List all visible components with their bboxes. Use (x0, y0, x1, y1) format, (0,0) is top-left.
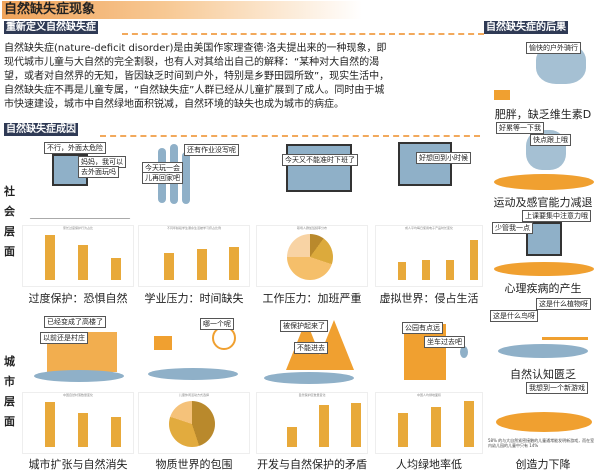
scene-protection-conflict: 被保护起来了 不能进去 (254, 310, 368, 390)
scene-obesity: 愉快的户外骑行 (486, 36, 600, 106)
caption-virtual-world: 虚拟世界：侵占生活 (379, 292, 479, 305)
speech-bubble: 愉快的户外骑行 (526, 42, 581, 54)
caption-nature-cognition: 自然认知匮乏 (510, 368, 576, 381)
intro-line: 市快速建设，城市中自然绿地面积锐减，自然环境的缺失也成为城市的病症。 (4, 99, 344, 110)
speech-bubble: 我想到一个新游戏 (526, 382, 588, 394)
chart-urban-expansion: 中国自然村落数量变化 (22, 392, 134, 454)
chart-overtime-pie: 职场人群加班频率分布 (256, 225, 368, 287)
intro-paragraph: 自然缺失症(nature-deficit disorder)是由美国作家理查德·… (4, 42, 482, 112)
speech-bubble: 不能进去 (294, 342, 328, 354)
scene-creativity: 我想到一个新游戏 (486, 382, 600, 436)
speech-bubble: 不行，外面太危险 (44, 142, 106, 154)
scene-overtime: 今天又不能准时下班了 (252, 138, 370, 223)
caption-obesity: 肥胖，缺乏维生素D (494, 108, 592, 121)
caption-material-world: 物质世界的包围 (155, 458, 233, 471)
speech-bubble: 去外面玩吗 (78, 166, 119, 178)
chart-green-space: 中国人均绿地面积 (375, 392, 483, 454)
scene-material-world: 哪一个呢 (138, 310, 250, 390)
speech-bubble: 少管我一点 (492, 222, 533, 234)
side-label-social: 社会层面 (4, 185, 15, 258)
chart-protection-conflict: 自然保护区数量变化 (256, 392, 368, 454)
speech-bubble: 哪一个呢 (200, 318, 234, 330)
intro-line: 现代城市儿童与大自然的完全割裂，也有人对其给出自己的解释：“某种对大自然的渴 (4, 57, 380, 68)
speech-bubble: 好累等一下我 (496, 122, 544, 134)
scene-study-pressure: 还有作业没写呢 今天玩一会 儿再回家吧 (138, 138, 250, 223)
speech-bubble: 以前还是村庄 (40, 332, 88, 344)
intro-line: 自然缺失症(nature-deficit disorder)是由美国作家理查德·… (4, 43, 387, 54)
dashed-divider (122, 33, 484, 35)
chart-material-world-pie: 儿童休闲活动方式选择 (138, 392, 250, 454)
window-illustration (286, 144, 352, 192)
dashed-divider (100, 135, 480, 137)
caption-overtime: 工作压力：加班严重 (262, 292, 362, 305)
section-label-consequences: 自然缺失症的后果 (484, 21, 568, 34)
side-label-urban: 城市层面 (4, 355, 15, 428)
page-title: 自然缺失症现象 (2, 1, 362, 19)
scene-motor-decline: 好累等一下我 快点跟上哦 (486, 120, 600, 192)
caption-protection-conflict: 开发与自然保护的矛盾 (257, 458, 367, 471)
caption-creativity: 创造力下降 (515, 458, 571, 471)
scene-nature-cognition: 这是什么植物呀 这是什么鸟呀 (486, 296, 600, 362)
section-label-redefine: 重新定义自然缺失症 (4, 21, 98, 34)
caption-urban-expansion: 城市扩张与自然消失 (28, 458, 128, 471)
speech-bubble: 儿再回家吧 (142, 172, 183, 184)
window-illustration (398, 142, 452, 186)
speech-bubble: 上课要集中注意力哦 (522, 210, 591, 222)
scene-urban-expansion: 已经变成了高楼了 以前还是村庄 (22, 310, 134, 390)
section-label-causes: 自然缺失症成因 (4, 123, 78, 136)
speech-bubble: 快点跟上哦 (530, 134, 571, 146)
speech-bubble: 还有作业没写呢 (184, 144, 239, 156)
scene-mental-illness: 上课要集中注意力哦 少管我一点 (486, 208, 600, 278)
scene-virtual-world: 好想回到小时候 (372, 138, 482, 223)
intro-line: 望，或者对自然界的无知，皆因缺乏时间到户外，特别是乡野田园所致”，现实生活中， (4, 71, 390, 82)
speech-bubble: 今天又不能准时下班了 (282, 154, 358, 166)
scene-overprotection: 不行，外面太危险 妈妈，我可以 去外面玩吗 (22, 138, 137, 223)
scene-green-space: 公园有点远 坐车过去吧 (374, 310, 484, 390)
speech-bubble: 坐车过去吧 (424, 336, 465, 348)
caption-motor-decline: 运动及感官能力减退 (493, 196, 593, 209)
chart-study-pressure: 不同年龄段学生课余生活被学习挤占比例 (138, 225, 250, 287)
caption-overprotection: 过度保护：恐惧自然 (28, 292, 128, 305)
caption-study-pressure: 学业压力：时间缺失 (144, 292, 244, 305)
speech-bubble: 好想回到小时候 (416, 152, 471, 164)
chart-overprotection: 家长过度保护行为占比 (22, 225, 134, 287)
creativity-note: 58% 的与大自然紧密接触的儿童通常能发明新游戏，而在室内幼儿园的儿童中只有 1… (488, 438, 595, 448)
speech-bubble: 公园有点远 (402, 322, 443, 334)
intro-line: 自然缺失症不再是儿童专属，“自然缺失症”人群已经从儿童扩展到了成人。同时由于城 (4, 85, 385, 96)
speech-bubble: 这是什么植物呀 (536, 298, 591, 310)
speech-bubble: 被保护起来了 (280, 320, 328, 332)
chart-virtual-world: 成人平均每日使用电子产品时长变化 (375, 225, 483, 287)
speech-bubble: 这是什么鸟呀 (490, 310, 538, 322)
caption-green-space: 人均绿地率低 (396, 458, 462, 471)
speech-bubble: 已经变成了高楼了 (44, 316, 106, 328)
caption-mental-illness: 心理疾病的产生 (504, 282, 582, 295)
